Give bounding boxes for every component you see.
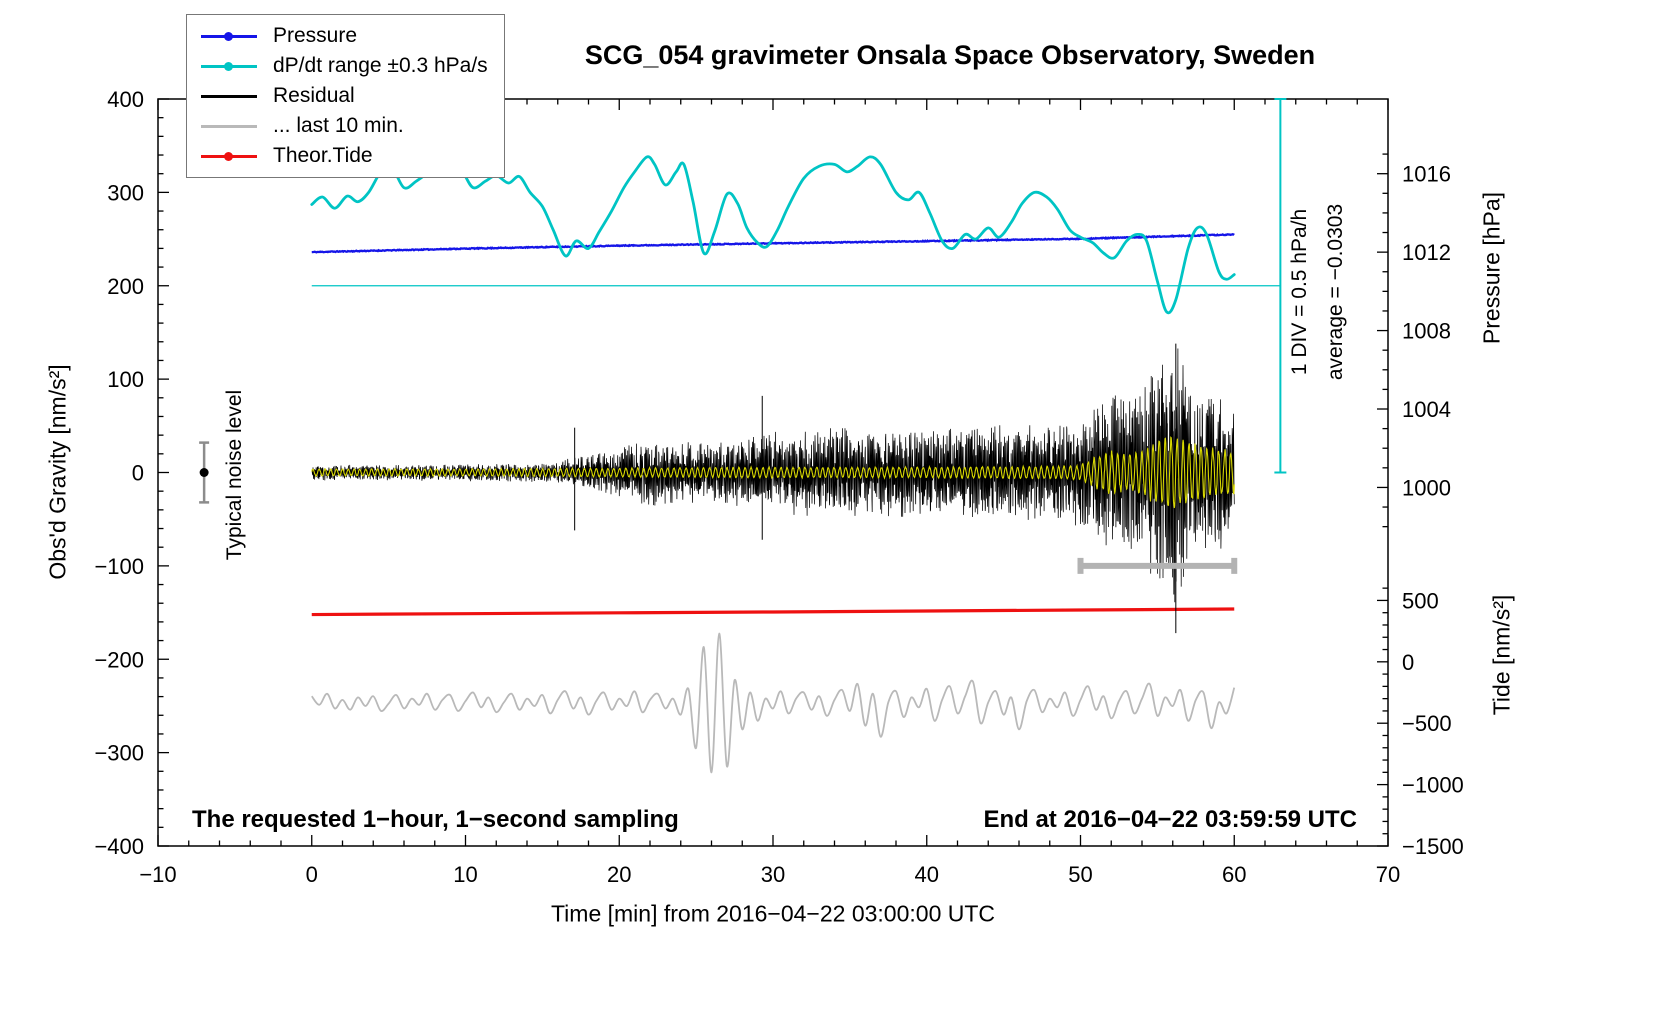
x-tick-label: 50 xyxy=(1068,862,1092,887)
pressure-line-swatch xyxy=(201,31,257,41)
div-scale-annotation: 1 DIV = 0.5 hPa/h xyxy=(1288,208,1311,376)
tide-tick-label: −1000 xyxy=(1402,773,1464,798)
legend-label: Pressure xyxy=(273,24,358,47)
legend-label: ... last 10 min. xyxy=(273,114,404,137)
tide-line-swatch xyxy=(201,151,257,161)
legend-item-pressure: Pressure xyxy=(201,21,488,51)
legend-label: Theor.Tide xyxy=(273,144,373,167)
end-time-note: End at 2016−04−22 03:59:59 UTC xyxy=(983,806,1357,833)
y-axis-label-tide: Tide [nm/s²] xyxy=(1488,594,1515,716)
gravity-tick-label: −100 xyxy=(94,554,144,579)
legend: Pressure dP/dt range ±0.3 hPa/s Residual… xyxy=(186,14,505,178)
legend-item-residual: Residual xyxy=(201,81,488,111)
gravity-tick-label: 200 xyxy=(107,274,144,299)
pressure-tick-label: 1000 xyxy=(1402,475,1451,500)
tide-tick-label: 0 xyxy=(1402,650,1414,675)
sampling-note: The requested 1−hour, 1−second sampling xyxy=(192,806,679,833)
average-annotation: average = −0.0303 xyxy=(1324,203,1347,381)
legend-item-tide: Theor.Tide xyxy=(201,141,488,171)
x-tick-label: −10 xyxy=(139,862,176,887)
legend-label: Residual xyxy=(273,84,355,107)
tide-tick-label: 500 xyxy=(1402,588,1439,613)
tide-tick-label: −500 xyxy=(1402,711,1452,736)
y-axis-label-pressure: Pressure [hPa] xyxy=(1478,191,1505,345)
series-dpdt xyxy=(310,155,1236,315)
x-axis-label: Time [min] from 2016−04−22 03:00:00 UTC xyxy=(550,900,996,927)
axes: −10 0 10 20 30 40 50 60 70−400−300−200−100010020… xyxy=(94,87,1463,887)
gravity-tick-label: 0 xyxy=(132,461,144,486)
pressure-tick-label: 1016 xyxy=(1402,162,1451,187)
x-tick-label: 70 xyxy=(1376,862,1400,887)
x-tick-label: 40 xyxy=(915,862,939,887)
x-tick-label: 60 xyxy=(1222,862,1246,887)
x-tick-label: 10 xyxy=(453,862,477,887)
series-layer xyxy=(310,155,1236,774)
tide-tick-label: −1500 xyxy=(1402,834,1464,859)
legend-label: dP/dt range ±0.3 hPa/s xyxy=(273,54,488,77)
pressure-tick-label: 1012 xyxy=(1402,240,1451,265)
noise-level-annotation: Typical noise level xyxy=(223,389,246,561)
pressure-tick-label: 1008 xyxy=(1402,319,1451,344)
x-tick-label: 30 xyxy=(761,862,785,887)
legend-item-dpdt: dP/dt range ±0.3 hPa/s xyxy=(201,51,488,81)
residual-line-swatch xyxy=(201,92,257,101)
dpdt-line-swatch xyxy=(201,61,257,71)
gravity-tick-label: −400 xyxy=(94,834,144,859)
pressure-tick-label: 1004 xyxy=(1402,397,1451,422)
y-axis-label-gravity: Obs'd Gravity [nm/s²] xyxy=(44,364,71,580)
legend-item-last10: ... last 10 min. xyxy=(201,111,488,141)
series-residual-filtered xyxy=(311,436,1235,509)
gravity-tick-label: 100 xyxy=(107,367,144,392)
gravity-tick-label: −200 xyxy=(94,647,144,672)
series-last10 xyxy=(311,632,1236,774)
chart-title: SCG_054 gravimeter Onsala Space Observat… xyxy=(584,40,1316,70)
gravity-tick-label: −300 xyxy=(94,741,144,766)
gravity-tick-label: 400 xyxy=(107,87,144,112)
noise-level-dot xyxy=(199,468,209,477)
last10-line-swatch xyxy=(201,122,257,131)
x-tick-label: 0 xyxy=(306,862,318,887)
series-tide xyxy=(311,607,1235,617)
gravity-tick-label: 300 xyxy=(107,180,144,205)
x-tick-label: 20 xyxy=(607,862,631,887)
